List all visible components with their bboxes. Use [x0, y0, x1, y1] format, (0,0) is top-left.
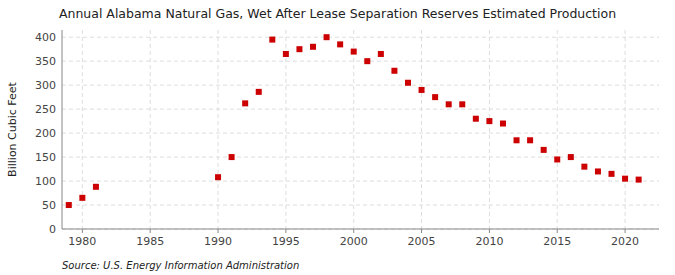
grid-line	[62, 181, 659, 182]
point	[310, 44, 316, 50]
tick-label: 50	[42, 199, 56, 212]
grid-line	[62, 61, 659, 62]
grid-line	[353, 30, 354, 229]
point	[324, 34, 330, 40]
point	[337, 41, 343, 47]
point	[581, 164, 587, 170]
tick-label: 2015	[543, 235, 571, 248]
tick	[625, 229, 626, 233]
point	[378, 51, 384, 57]
point	[391, 68, 397, 74]
tick-label: 1995	[272, 235, 300, 248]
grid	[62, 30, 659, 229]
tick	[82, 229, 83, 233]
tick-label: 2000	[340, 235, 368, 248]
tick	[150, 229, 151, 233]
grid-line	[62, 205, 659, 206]
tick-label: 300	[35, 79, 56, 92]
tick	[489, 229, 490, 233]
points	[66, 34, 642, 208]
point	[79, 195, 85, 201]
tick	[285, 229, 286, 233]
point	[514, 137, 520, 143]
grid-line	[489, 30, 490, 229]
point	[486, 118, 492, 124]
grid-line	[62, 133, 659, 134]
tick-label: 1985	[136, 235, 164, 248]
grid-line	[625, 30, 626, 229]
tick-label: 250	[35, 103, 56, 116]
grid-line	[62, 37, 659, 38]
point	[283, 51, 289, 57]
point	[473, 116, 479, 122]
grid-line	[557, 30, 558, 229]
point	[269, 37, 275, 43]
point	[459, 101, 465, 107]
y-axis	[62, 30, 63, 229]
x-axis	[62, 229, 659, 230]
point	[364, 58, 370, 64]
point	[568, 154, 574, 160]
point	[432, 94, 438, 100]
point	[609, 171, 615, 177]
tick-label: 2005	[408, 235, 436, 248]
tick-label: 150	[35, 151, 56, 164]
point	[527, 137, 533, 143]
point	[229, 154, 235, 160]
point	[419, 87, 425, 93]
tick	[218, 229, 219, 233]
tick	[353, 229, 354, 233]
grid-line	[421, 30, 422, 229]
point	[554, 156, 560, 162]
grid-line	[62, 85, 659, 86]
tick-label: 1980	[68, 235, 96, 248]
point	[93, 184, 99, 190]
point	[595, 168, 601, 174]
tick-label: 0	[49, 223, 56, 236]
tick-label: 400	[35, 31, 56, 44]
chart: Annual Alabama Natural Gas, Wet After Le…	[0, 0, 675, 275]
grid-line	[62, 109, 659, 110]
point	[636, 177, 642, 183]
point	[296, 46, 302, 52]
tick-label: 1990	[204, 235, 232, 248]
grid-line	[285, 30, 286, 229]
tick-label: 350	[35, 55, 56, 68]
tick	[557, 229, 558, 233]
tick-label: 200	[35, 127, 56, 140]
tick-label: 2010	[475, 235, 503, 248]
tick	[421, 229, 422, 233]
point	[242, 100, 248, 106]
point	[500, 121, 506, 127]
point	[622, 176, 628, 182]
grid-line	[218, 30, 219, 229]
point	[66, 202, 72, 208]
tick-label: 100	[35, 175, 56, 188]
point	[351, 49, 357, 55]
source: Source: U.S. Energy Information Administ…	[62, 260, 299, 271]
grid-line	[150, 30, 151, 229]
y-axis-label: Billion Cubic Feet	[6, 81, 19, 176]
point	[541, 147, 547, 153]
point	[446, 101, 452, 107]
grid-line	[62, 229, 659, 230]
point	[256, 89, 262, 95]
title: Annual Alabama Natural Gas, Wet After Le…	[59, 6, 616, 21]
point	[215, 174, 221, 180]
point	[405, 80, 411, 86]
tick-label: 2020	[611, 235, 639, 248]
